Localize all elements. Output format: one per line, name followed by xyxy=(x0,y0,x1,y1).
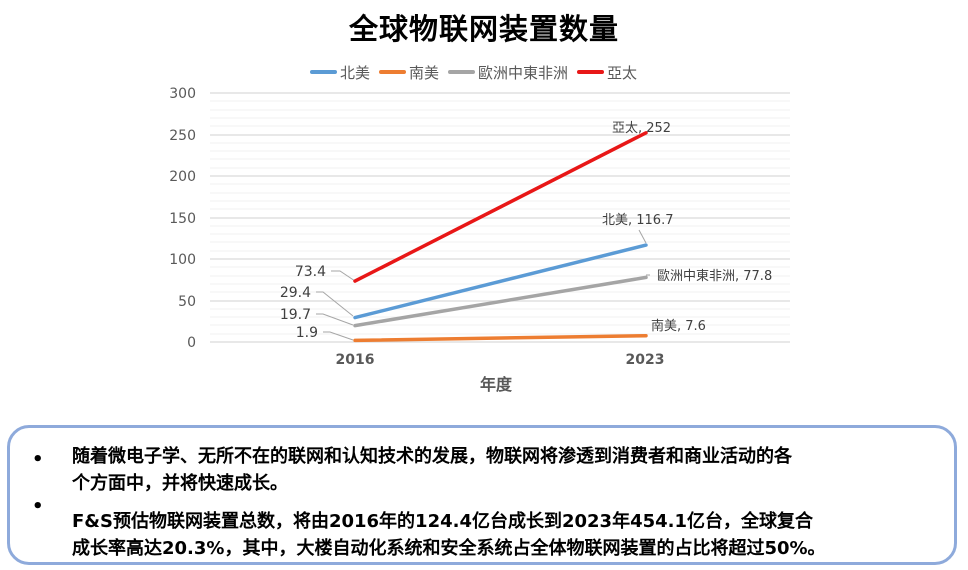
data-label-sa-2016: 1.9 xyxy=(296,325,318,341)
chart-legend: 北美 南美 歐洲中東非洲 亞太 xyxy=(310,60,646,84)
legend-item-emea: 歐洲中東非洲 xyxy=(448,62,568,83)
major-gridlines xyxy=(210,92,790,343)
series-line-emea xyxy=(353,275,648,328)
minor-gridlines xyxy=(210,100,790,335)
legend-swatch-north-america xyxy=(310,70,337,74)
data-label-na-2016: 29.4 xyxy=(280,285,311,301)
bullet-2-line-1: F&S预估物联网装置总数，将由2016年的124.4亿台成长到2023年454.… xyxy=(72,511,814,532)
bullet-marker: • xyxy=(32,449,44,470)
data-label-sa-2023: 南美, 7.6 xyxy=(651,318,706,334)
y-axis-ticks: 300 250 200 150 100 50 0 xyxy=(169,86,196,351)
y-tick: 300 xyxy=(169,86,196,102)
x-tick: 2023 xyxy=(626,352,665,368)
y-tick: 200 xyxy=(169,169,196,185)
legend-label: 北美 xyxy=(340,63,371,82)
legend-swatch-apac xyxy=(577,70,605,74)
y-tick: 250 xyxy=(169,128,196,144)
series-line-north-america xyxy=(353,243,648,320)
data-label-emea-2023: 歐洲中東非洲, 77.8 xyxy=(657,268,772,284)
legend-swatch-emea xyxy=(448,70,476,74)
label-leader-lines xyxy=(316,229,650,341)
y-tick: 100 xyxy=(169,252,196,268)
data-labels-2023: 亞太, 252 北美, 116.7 歐洲中東非洲, 77.8 南美, 7.6 xyxy=(602,121,772,334)
y-tick: 0 xyxy=(187,335,196,351)
y-tick: 150 xyxy=(169,211,196,227)
bullet-marker: • xyxy=(32,496,44,517)
bullet-1-line-1: 随着微电子学、无所不在的联网和认知技术的发展，物联网将渗透到消费者和商业活动的各 xyxy=(72,446,792,467)
x-tick: 2016 xyxy=(336,352,375,368)
series-line-south-america xyxy=(353,333,648,343)
legend-item-apac: 亞太 xyxy=(577,62,637,83)
series-line-apac xyxy=(353,131,648,283)
data-label-emea-2016: 19.7 xyxy=(280,307,311,323)
x-axis-title: 年度 xyxy=(480,375,513,394)
legend-item-south-america: 南美 xyxy=(379,62,439,83)
legend-label: 亞太 xyxy=(607,63,638,82)
legend-swatch-south-america xyxy=(379,70,407,74)
y-tick: 50 xyxy=(178,294,196,310)
x-axis-ticks: 2016 2023 xyxy=(336,352,665,368)
data-label-apac-2023: 亞太, 252 xyxy=(612,121,671,136)
bullet-1-line-2: 个方面中，并将快速成长。 xyxy=(72,473,288,494)
data-label-na-2023: 北美, 116.7 xyxy=(602,213,673,228)
data-label-apac-2016: 73.4 xyxy=(295,264,326,280)
chart-title: 全球物联网装置数量 xyxy=(348,12,619,46)
data-labels-2016: 73.4 29.4 19.7 1.9 xyxy=(280,264,326,341)
legend-item-north-america: 北美 xyxy=(310,62,370,83)
summary-box xyxy=(7,425,957,565)
line-chart: 300 250 200 150 100 50 0 2016 2023 年度 73… xyxy=(169,86,790,394)
legend-label: 南美 xyxy=(409,63,440,82)
legend-label: 歐洲中東非洲 xyxy=(478,63,569,82)
bullet-2-line-2: 成长率高达20.3%，其中，大楼自动化系统和安全系统占全体物联网装置的占比将超过… xyxy=(72,538,826,559)
